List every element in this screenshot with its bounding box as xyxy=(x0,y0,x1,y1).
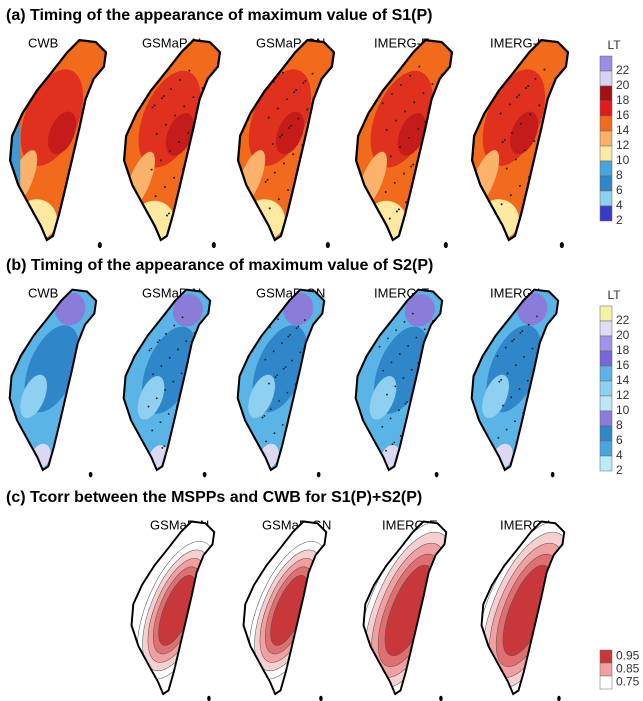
legend-swatch xyxy=(599,175,613,192)
map xyxy=(236,38,336,249)
map xyxy=(130,520,216,701)
map xyxy=(470,38,570,249)
legend-swatch xyxy=(599,425,613,442)
legend-swatch xyxy=(599,85,613,102)
legend-swatch xyxy=(599,410,613,427)
map xyxy=(242,520,328,701)
legend-swatch xyxy=(599,320,613,337)
legend-swatch xyxy=(599,130,613,147)
legend-label: 12 xyxy=(616,138,630,152)
legend-label: 14 xyxy=(616,123,630,137)
map xyxy=(480,520,566,701)
legend-label: 14 xyxy=(616,373,630,387)
legend-swatch xyxy=(599,115,613,132)
legend-swatch xyxy=(599,335,613,352)
legend-swatch xyxy=(599,455,613,472)
legend-swatch xyxy=(599,675,613,690)
legend-swatch xyxy=(599,160,613,177)
legend-swatch xyxy=(599,145,613,162)
legend-label: 2 xyxy=(616,463,623,477)
legend-label: 20 xyxy=(616,78,630,92)
map xyxy=(362,520,448,701)
map xyxy=(354,38,454,249)
map-label: IMERG-L xyxy=(490,35,544,50)
legend-label: 16 xyxy=(616,358,630,372)
map xyxy=(122,38,222,249)
legend-label: 8 xyxy=(616,168,623,182)
legend-label: 0.75 xyxy=(616,675,640,689)
map xyxy=(354,288,444,478)
legend-label: 6 xyxy=(616,183,623,197)
legend-label: 4 xyxy=(616,198,623,212)
legend-label: 10 xyxy=(616,403,630,417)
map xyxy=(8,38,108,249)
panel-title: (b) Timing of the appearance of maximum … xyxy=(6,257,433,274)
legend-swatch xyxy=(599,440,613,457)
panel-title: (c) Tcorr between the MSPPs and CWB for … xyxy=(6,489,422,506)
legend-label: 22 xyxy=(616,313,630,327)
legend-swatch xyxy=(599,350,613,367)
panel-title: (a) Timing of the appearance of maximum … xyxy=(6,7,432,24)
legend-label: 0.85 xyxy=(616,662,640,676)
map xyxy=(470,288,560,478)
map-label: CWB xyxy=(28,285,58,300)
legend-swatch xyxy=(599,55,613,72)
map xyxy=(122,288,212,478)
legend-title: LT xyxy=(607,38,621,52)
legend-label: 12 xyxy=(616,388,630,402)
legend-label: 2 xyxy=(616,213,623,227)
legend-swatch xyxy=(599,395,613,412)
legend-swatch xyxy=(599,662,613,677)
legend-label: 22 xyxy=(616,63,630,77)
legend-swatch xyxy=(599,365,613,382)
map xyxy=(236,288,326,478)
legend-label: 18 xyxy=(616,343,630,357)
legend-label: 8 xyxy=(616,418,623,432)
legend-title: LT xyxy=(607,288,621,302)
legend-swatch xyxy=(599,70,613,87)
map-label: CWB xyxy=(28,35,58,50)
map-label: IMERG-E xyxy=(374,35,430,50)
legend-swatch xyxy=(599,305,613,322)
legend-label: 10 xyxy=(616,153,630,167)
legend-swatch xyxy=(599,649,613,664)
legend-label: 0.95 xyxy=(616,649,640,663)
legend-label: 16 xyxy=(616,108,630,122)
legend-label: 4 xyxy=(616,448,623,462)
legend-swatch xyxy=(599,205,613,222)
legend-label: 18 xyxy=(616,93,630,107)
legend-swatch xyxy=(599,100,613,117)
legend-label: 20 xyxy=(616,328,630,342)
legend-swatch xyxy=(599,190,613,207)
map xyxy=(8,288,98,478)
legend-swatch xyxy=(599,380,613,397)
legend-label: 6 xyxy=(616,433,623,447)
